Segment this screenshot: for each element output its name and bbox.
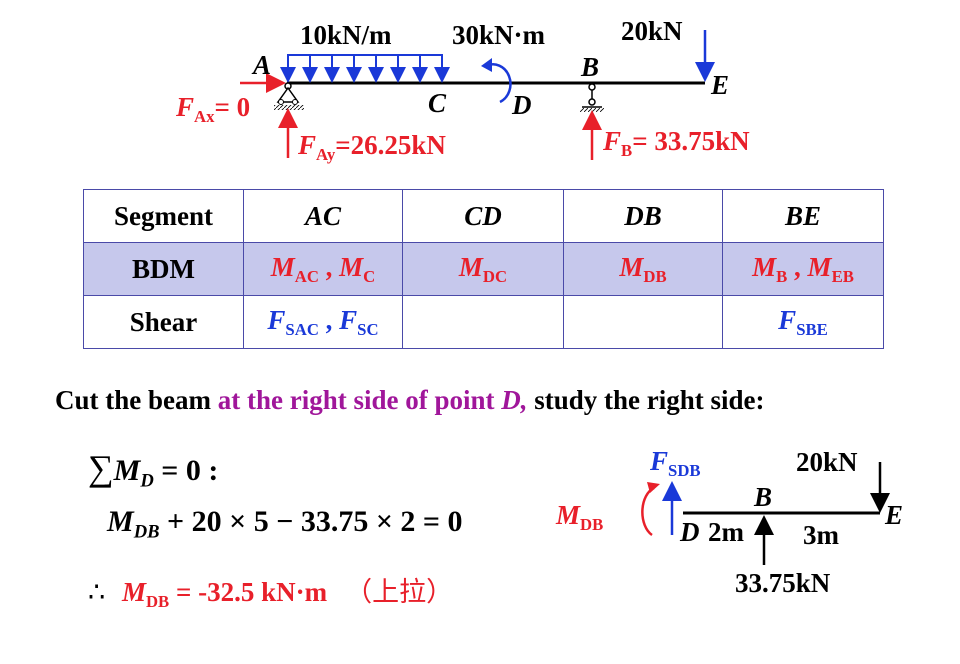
table-cell: MB , MEB — [722, 242, 884, 296]
fb-point-d: D — [680, 517, 700, 547]
fb-reaction-label: 33.75kN — [735, 568, 831, 598]
fb-moment-label: MDB — [556, 500, 604, 534]
instruction-text: Cut the beam at the right side of point … — [55, 385, 765, 415]
udl-label: 10kN/m — [300, 20, 392, 50]
table-row-label: Shear — [83, 295, 244, 349]
table-row-bdm: BDM MAC , MC MDC MDB MB , MEB — [83, 242, 884, 296]
fb-label: FB= 33.75kN — [603, 126, 750, 160]
sum-moment-equation: ∑MD = 0 : — [88, 448, 219, 492]
table-header-cell: AC — [243, 189, 403, 243]
fb-load-label: 20kN — [796, 447, 858, 477]
table-cell: FSAC , FSC — [243, 295, 403, 349]
fb-point-b: B — [754, 482, 773, 512]
fay-label: FAy=26.25kN — [298, 130, 446, 164]
table-cell — [563, 295, 723, 349]
point-b-label: B — [581, 52, 600, 82]
table-header-cell: BE — [722, 189, 884, 243]
point-d-label: D — [512, 90, 532, 120]
pin-support-a — [274, 82, 304, 110]
result-line: ∴ MDB = -32.5 kN·m （上拉） — [88, 577, 454, 611]
fb-dist-2m: 2m — [708, 517, 744, 547]
table-header-cell: CD — [402, 189, 564, 243]
table-cell: FSBE — [722, 295, 884, 349]
table-row-shear: Shear FSAC , FSC FSBE — [83, 295, 884, 349]
table-cell: MAC , MC — [243, 242, 403, 296]
udl-arrows — [280, 54, 450, 83]
table-cell: MDB — [563, 242, 723, 296]
moment-label: 30kN·m — [452, 20, 546, 50]
point-c-label: C — [428, 88, 447, 118]
fb-dist-3m: 3m — [803, 520, 839, 550]
segment-table: Segment AC CD DB BE BDM MAC , MC MDC MDB… — [83, 189, 884, 349]
table-header-cell: Segment — [83, 189, 244, 243]
point-a-label: A — [253, 50, 272, 80]
point-load-label: 20kN — [621, 16, 683, 46]
moment-equation: MDB + 20 × 5 − 33.75 × 2 = 0 — [107, 505, 463, 543]
fb-point-e: E — [885, 500, 904, 530]
fb-shear-label: FSDB — [650, 446, 701, 480]
table-header-row: Segment AC CD DB BE — [83, 189, 884, 243]
fax-label: FAx= 0 — [176, 92, 251, 126]
table-cell — [402, 295, 564, 349]
moment-arc — [485, 63, 512, 104]
table-header-cell: DB — [563, 189, 723, 243]
point-e-label: E — [711, 70, 730, 100]
table-cell: MDC — [402, 242, 564, 296]
table-row-label: BDM — [83, 242, 244, 296]
roller-support-b — [580, 83, 604, 112]
fb-moment-arc — [641, 486, 655, 537]
